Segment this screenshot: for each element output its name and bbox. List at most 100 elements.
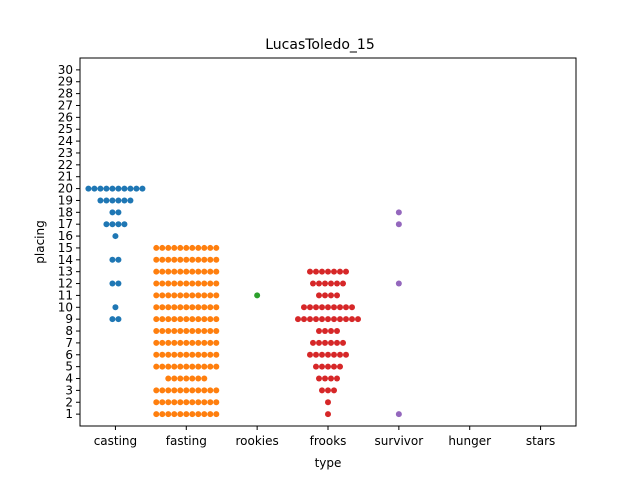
- data-point: [207, 339, 214, 346]
- data-point: [319, 304, 325, 311]
- y-tick-label: 23: [58, 146, 73, 160]
- data-point: [183, 304, 190, 311]
- y-tick-label: 3: [65, 383, 73, 397]
- data-point: [189, 316, 196, 323]
- data-point: [195, 304, 202, 311]
- data-point: [316, 280, 322, 287]
- data-point: [153, 244, 160, 251]
- data-point: [322, 292, 328, 299]
- data-point: [183, 268, 190, 275]
- data-point: [322, 375, 328, 382]
- data-point: [334, 292, 340, 299]
- data-point: [159, 411, 166, 418]
- y-tick-label: 19: [58, 193, 73, 207]
- data-point: [165, 411, 172, 418]
- data-point: [325, 316, 331, 323]
- data-point: [201, 304, 208, 311]
- y-tick-label: 9: [65, 312, 73, 326]
- data-point: [207, 244, 214, 251]
- data-point: [183, 363, 190, 370]
- data-point: [207, 256, 214, 263]
- data-point: [195, 399, 202, 406]
- data-point: [213, 256, 220, 263]
- y-tick-label: 1: [65, 407, 73, 421]
- data-point: [165, 244, 172, 251]
- data-point: [201, 292, 208, 299]
- data-point: [153, 363, 160, 370]
- data-point: [213, 268, 220, 275]
- data-point: [316, 328, 322, 335]
- data-point: [165, 387, 172, 394]
- data-point: [183, 339, 190, 346]
- data-point: [153, 351, 160, 358]
- data-point: [121, 221, 128, 228]
- data-point: [115, 280, 122, 287]
- x-tick-label: fasting: [166, 434, 207, 448]
- data-point: [316, 292, 322, 299]
- data-point: [325, 268, 331, 275]
- data-point: [337, 304, 343, 311]
- data-point: [337, 316, 343, 323]
- data-point: [254, 292, 261, 299]
- data-points: [85, 185, 402, 418]
- data-point: [153, 411, 160, 418]
- data-point: [165, 328, 172, 335]
- data-point: [395, 411, 402, 418]
- data-point: [319, 351, 325, 358]
- data-point: [183, 375, 190, 382]
- data-point: [195, 351, 202, 358]
- data-point: [195, 292, 202, 299]
- data-point: [177, 304, 184, 311]
- data-point: [334, 339, 340, 346]
- data-point: [189, 328, 196, 335]
- data-point: [195, 244, 202, 251]
- y-axis-label: placing: [33, 220, 47, 263]
- data-point: [159, 387, 166, 394]
- data-point: [207, 351, 214, 358]
- data-point: [201, 387, 208, 394]
- y-tick-label: 14: [58, 253, 73, 267]
- data-point: [177, 375, 184, 382]
- data-point: [325, 399, 331, 406]
- y-axis: 1234567891011121314151617181920212223242…: [58, 63, 80, 421]
- y-tick-label: 24: [58, 134, 73, 148]
- y-tick-label: 18: [58, 205, 73, 219]
- data-point: [334, 375, 340, 382]
- data-point: [307, 351, 313, 358]
- data-point: [177, 268, 184, 275]
- data-point: [213, 244, 220, 251]
- data-point: [195, 387, 202, 394]
- data-point: [112, 304, 119, 311]
- data-point: [189, 268, 196, 275]
- data-point: [349, 316, 355, 323]
- data-point: [319, 363, 325, 370]
- data-point: [159, 256, 166, 263]
- data-point: [201, 363, 208, 370]
- data-point: [115, 197, 122, 204]
- data-point: [310, 339, 316, 346]
- y-tick-label: 26: [58, 110, 73, 124]
- y-tick-label: 2: [65, 395, 73, 409]
- data-point: [189, 399, 196, 406]
- data-point: [183, 316, 190, 323]
- y-tick-label: 6: [65, 348, 73, 362]
- data-point: [322, 280, 328, 287]
- data-point: [201, 280, 208, 287]
- data-point: [201, 316, 208, 323]
- data-point: [201, 339, 208, 346]
- data-point: [165, 351, 172, 358]
- data-point: [343, 304, 349, 311]
- y-tick-label: 13: [58, 265, 73, 279]
- data-point: [177, 280, 184, 287]
- data-point: [171, 399, 178, 406]
- data-point: [153, 280, 160, 287]
- data-point: [159, 268, 166, 275]
- data-point: [112, 233, 119, 240]
- data-point: [337, 268, 343, 275]
- data-point: [97, 185, 104, 192]
- data-point: [183, 280, 190, 287]
- y-tick-label: 16: [58, 229, 73, 243]
- data-point: [153, 387, 160, 394]
- data-point: [328, 339, 334, 346]
